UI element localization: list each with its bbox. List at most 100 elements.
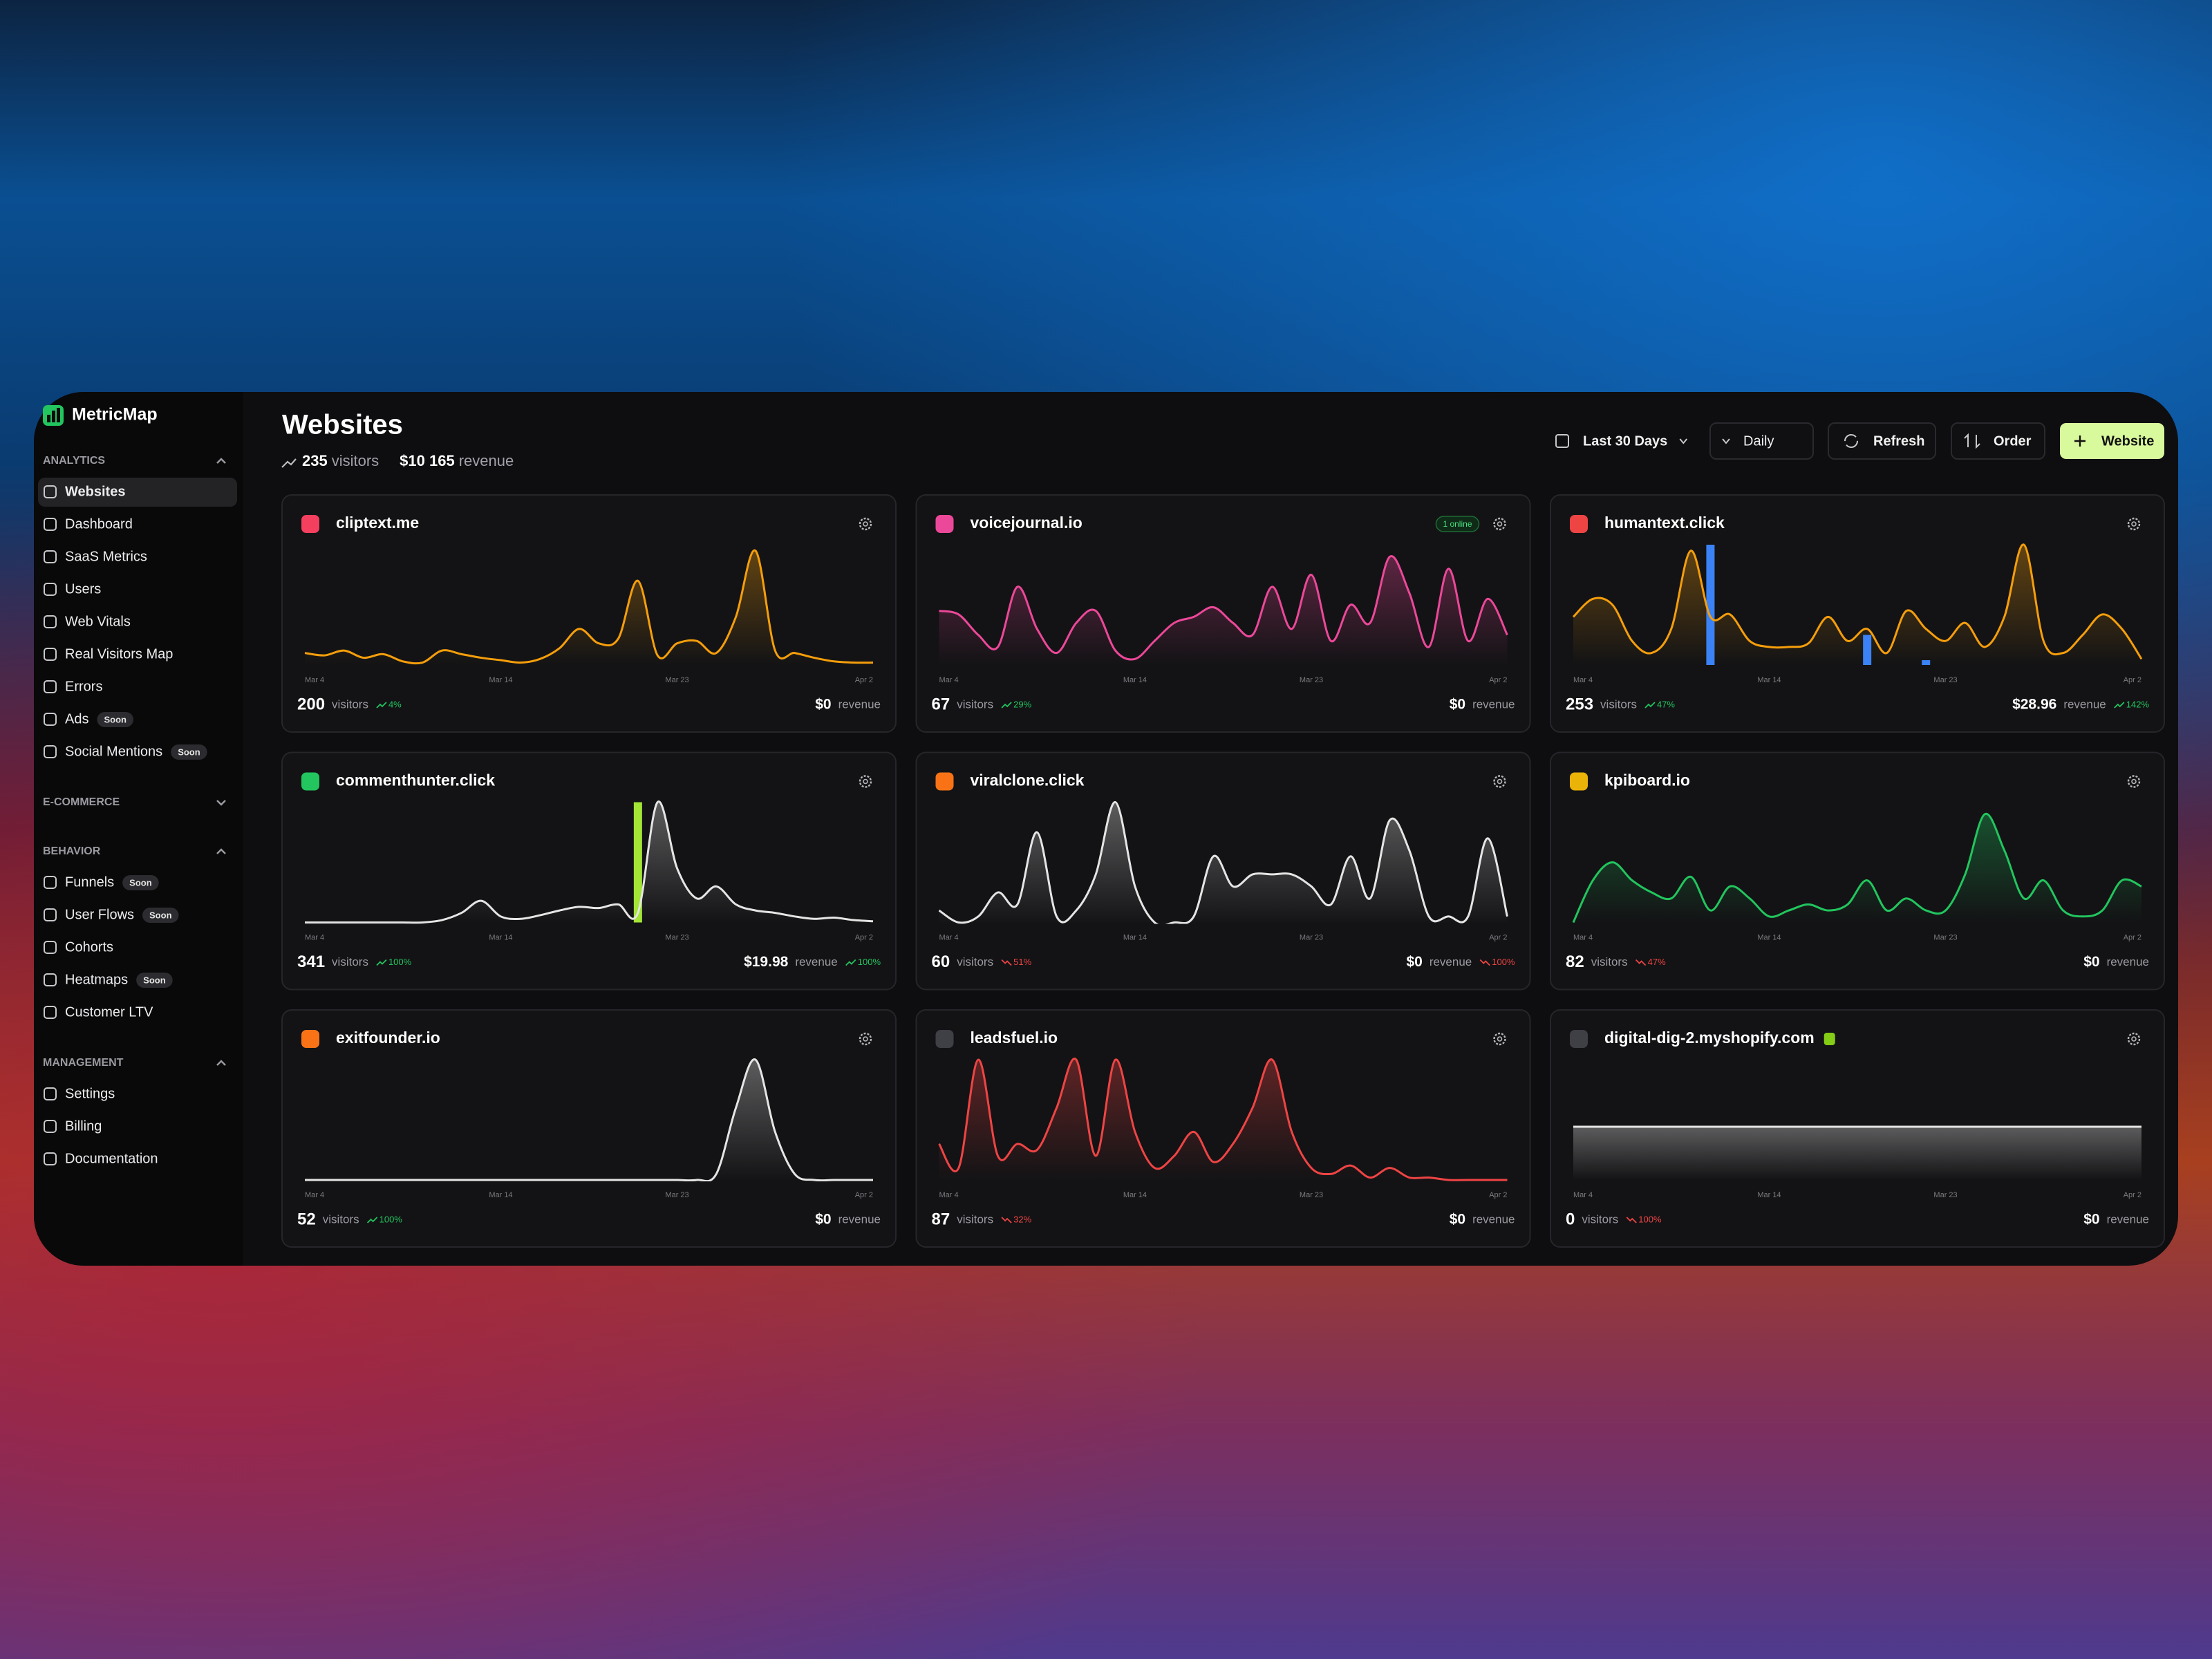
nav-item[interactable]: User Flows Soon [44,907,179,923]
site-name[interactable]: digital-dig-2.myshopify.com [1604,1029,1815,1047]
settings-icon[interactable] [859,775,872,788]
nav-item[interactable]: Social Mentions Soon [44,744,207,760]
button-bg [1951,422,2045,460]
site-icon [1570,1030,1588,1048]
settings-icon[interactable] [2127,517,2141,531]
nav-item[interactable]: Ads Soon [44,711,133,727]
website-card[interactable]: exitfounder.io Mar 4 Mar 14 Mar 23 Apr 2 52 vi… [281,1009,897,1248]
nav-item[interactable]: Billing [44,1118,102,1134]
x-tick-label: Mar 4 [305,933,324,941]
button-label[interactable]: Daily [1743,433,1774,449]
button-label[interactable]: Refresh [1873,433,1924,449]
settings-icon[interactable] [1493,775,1506,788]
nav-item[interactable]: SaaS Metrics [44,549,147,564]
x-tick-label: Mar 14 [1757,1191,1781,1199]
button-bg [1828,422,1936,460]
site-name[interactable]: viralclone.click [971,771,1085,789]
online-badge-label: 1 online [1443,519,1472,529]
trend-up-icon [366,1217,378,1224]
nav-item[interactable]: Heatmaps Soon [44,972,173,988]
site-name[interactable]: leadsfuel.io [971,1029,1058,1047]
visitors-count: 82 [1566,953,1584,971]
x-tick-label: Apr 2 [1489,676,1507,684]
site-name[interactable]: voicejournal.io [971,514,1082,532]
toolbar-button[interactable]: Order [1951,422,2045,460]
trend-down-icon [1626,1217,1637,1224]
nav-label: Ads [65,711,88,727]
trend-down-icon [1001,959,1012,966]
badge-label: Soon [143,975,166,985]
site-icon [1570,772,1588,791]
nav-label: User Flows [65,907,134,922]
nav-item[interactable]: Websites [38,478,237,507]
settings-icon[interactable] [859,1032,872,1046]
nav-item[interactable]: Documentation [44,1151,158,1166]
x-tick-label: Mar 23 [1933,1191,1957,1199]
website-card[interactable]: humantext.click Mar 4 Mar 14 Mar 23 Apr 2 253… [1550,494,2165,733]
visitors-count: 0 [1566,1210,1575,1228]
nav-item[interactable]: Web Vitals [44,614,131,629]
nav-label: Funnels [65,874,114,890]
site-name[interactable]: cliptext.me [336,514,419,532]
chevron [216,848,226,854]
badge-label: Soon [104,714,126,724]
sparkline [1573,1125,2141,1180]
shopify-icon [1824,1033,1835,1045]
website-card[interactable]: leadsfuel.io Mar 4 Mar 14 Mar 23 Apr 2 87 visi… [915,1009,1531,1248]
content: MetricMap ANALYTICS Websites Dashboard SaaS … [38,405,2165,1248]
site-icon [301,515,319,533]
toolbar-button[interactable]: Daily [1709,422,1814,460]
nav-item[interactable]: Dashboard [44,516,133,532]
nav-item[interactable]: Real Visitors Map [44,646,173,662]
settings-icon[interactable] [1493,517,1506,531]
x-tick-label: Mar 23 [1933,933,1957,941]
x-tick-label: Mar 14 [489,1191,512,1199]
website-card[interactable]: cliptext.me Mar 4 Mar 14 Mar 23 Apr 2 200 visi… [281,494,897,733]
settings-icon[interactable] [2127,1032,2141,1046]
nav-item[interactable]: Errors [44,679,102,694]
badge-label: Soon [129,877,152,888]
site-name[interactable]: humantext.click [1604,514,1725,532]
visitors-count: 67 [932,695,950,713]
sidebar-section[interactable]: MANAGEMENT [43,1057,226,1069]
x-tick-label: Mar 14 [1757,676,1781,684]
visitors-label: visitors [332,697,368,711]
site-name[interactable]: kpiboard.io [1604,771,1690,789]
sidebar-section[interactable]: E-COMMERCE [43,796,226,808]
settings-icon[interactable] [1493,1032,1506,1046]
visitors-change: 29% [1013,699,1031,709]
button-label[interactable]: Website [2101,433,2154,449]
badge [136,973,173,988]
badge-label: Soon [149,910,172,920]
toolbar-button[interactable]: Last 30 Days [1545,423,1697,459]
site-name[interactable]: exitfounder.io [336,1029,440,1047]
sidebar-section[interactable]: BEHAVIOR [43,845,226,857]
revenue-amount: $0 [1450,697,1465,713]
settings-icon[interactable] [859,517,872,531]
settings-icon[interactable] [2127,775,2141,788]
nav-item[interactable]: Users [44,581,101,597]
settings-icon-core [1497,778,1503,785]
site-name[interactable]: commenthunter.click [336,771,495,789]
toolbar-button[interactable]: Refresh [1828,422,1936,460]
nav-item[interactable]: Settings [44,1086,115,1101]
nav-item[interactable]: Cohorts [44,939,113,955]
visitors-label: visitors [332,955,368,968]
website-card[interactable]: digital-dig-2.myshopify.com Mar 4 Mar 14 Ma… [1550,1009,2165,1248]
button-label[interactable]: Last 30 Days [1583,433,1667,449]
sidebar-section[interactable]: ANALYTICS [43,455,226,467]
x-tick-label: Apr 2 [2124,933,2141,941]
button-label[interactable]: Order [1994,433,2032,449]
nav-item[interactable]: Funnels Soon [44,874,159,890]
website-card[interactable]: kpiboard.io Mar 4 Mar 14 Mar 23 Apr 2 82 visit… [1550,751,2165,991]
website-card[interactable]: viralclone.click Mar 4 Mar 14 Mar 23 Apr 2 60… [915,751,1531,991]
refresh-icon [1844,434,1858,448]
sparkline-line [304,1058,873,1181]
revenue-bar [1706,545,1715,665]
nav-item[interactable]: Customer LTV [44,1004,153,1020]
website-card[interactable]: commenthunter.click Mar 4 Mar 14 Mar 23 Apr … [281,751,897,991]
website-card[interactable]: voicejournal.io 1 online Mar 4 Mar 14 Mar 23… [915,494,1531,733]
toolbar-button[interactable]: Website [2060,423,2164,459]
sparkline [939,555,1508,665]
